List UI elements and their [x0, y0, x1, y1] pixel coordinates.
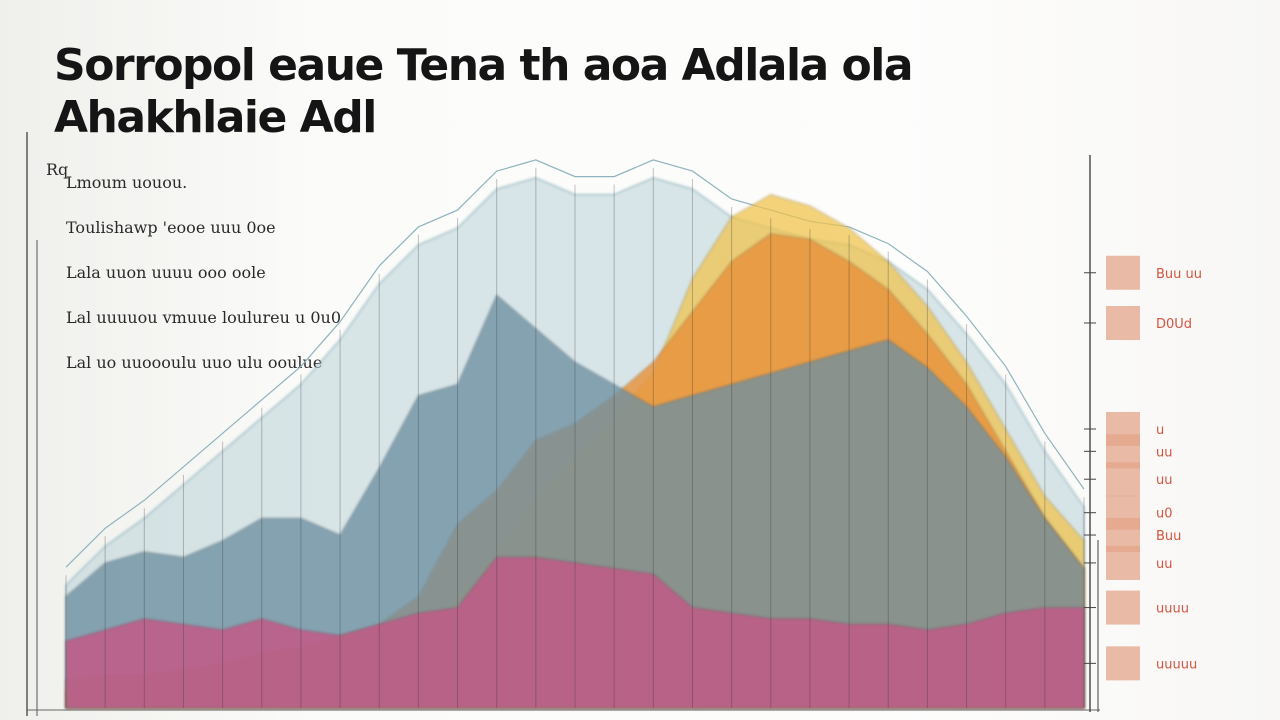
axes [26, 132, 1100, 716]
scale-bar-segment-5 [1106, 462, 1140, 497]
scale-bar-segment-9 [1106, 590, 1140, 625]
scale-bar-segment-1 [1106, 255, 1140, 290]
scale-tick-label-5: uu [1156, 473, 1172, 488]
chart-title: Sorropol eaue Tena th aoa Adlala ola Aha… [54, 40, 914, 143]
legend-entry-2: Toulishawp 'eooe uuu 0oe [66, 218, 276, 237]
scale-tick-label-4: uu [1156, 445, 1172, 460]
legend-entry-1: Lmoum uouou. [66, 173, 188, 192]
area-series-2 [65, 294, 1085, 709]
scale-tick-label-9: uuuu [1156, 602, 1189, 617]
scale-tick-label-7: Buu [1156, 529, 1181, 544]
legend: Rq Lmoum uouou. Toulishawp 'eooe uuu 0oe… [46, 160, 366, 385]
legend-marker: Rq [46, 160, 69, 179]
scale-tick-label-10: uuuuu [1156, 657, 1197, 672]
scale-tick-label-2: D0Ud [1156, 317, 1192, 332]
scale-bar-segment-10 [1106, 646, 1140, 681]
area-series-group [65, 159, 1085, 709]
scale-tick-label-1: Buu uu [1156, 267, 1202, 282]
scale-bar-segment-2 [1106, 305, 1140, 340]
scale-tick-label-3: u [1156, 423, 1164, 438]
legend-entry-4: Lal uuuuou vmuue loulureu u 0u0 [66, 308, 342, 327]
vertical-gridlines [65, 167, 1085, 708]
scale-bar-segment-8 [1106, 545, 1140, 580]
scale-tick-label-6: u0 [1156, 507, 1173, 522]
area-series-1 [65, 556, 1085, 709]
legend-entry-5: Lal uo uuoooulu uuo ulu ooulue [66, 353, 323, 372]
series-5-outline [65, 159, 1085, 568]
legend-entry-3: Lala uuon uuuu ooo oole [66, 263, 266, 282]
scale-tick-label-8: uu [1156, 557, 1172, 572]
